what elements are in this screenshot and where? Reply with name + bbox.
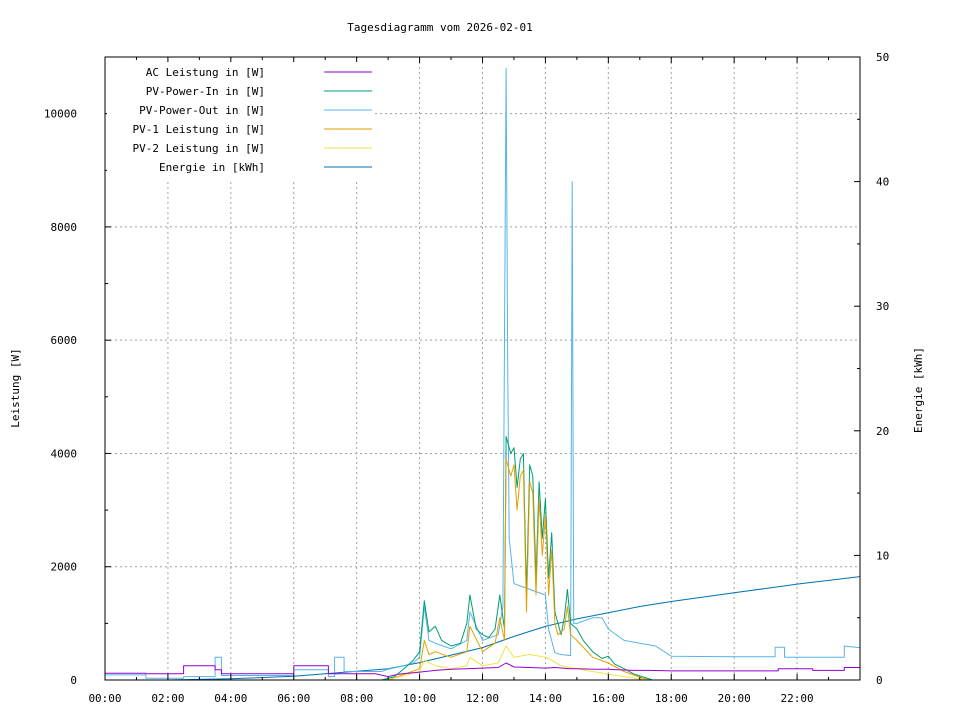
x-tick-label: 00:00 — [88, 692, 121, 705]
legend-label: PV-Power-Out in [W] — [139, 104, 265, 117]
y-axis-label: Leistung [W] — [9, 348, 22, 427]
legend: AC Leistung in [W] PV-Power-In in [W] PV-P… — [107, 62, 375, 180]
y-tick-label: 10000 — [44, 108, 77, 121]
y2-tick-label: 0 — [876, 674, 883, 687]
y2-tick-label: 20 — [876, 425, 889, 438]
legend-label: PV-Power-In in [W] — [146, 85, 265, 98]
legend-label: PV-1 Leistung in [W] — [133, 123, 265, 136]
y2-tick-label: 30 — [876, 300, 889, 313]
legend-label: AC Leistung in [W] — [146, 66, 265, 79]
x-tick-label: 14:00 — [529, 692, 562, 705]
y2-tick-label: 50 — [876, 51, 889, 64]
x-tick-label: 12:00 — [466, 692, 499, 705]
series-line-3 — [387, 458, 650, 681]
x-tick-label: 16:00 — [592, 692, 625, 705]
series-line-1 — [381, 436, 653, 681]
legend-background — [107, 62, 375, 180]
y-tick-label: 2000 — [51, 561, 78, 574]
y2-tick-label: 40 — [876, 176, 889, 189]
x-tick-label: 04:00 — [214, 692, 247, 705]
series-line-5 — [105, 576, 861, 681]
y2-axis-label: Energie [kWh] — [912, 347, 925, 433]
y-tick-label: 4000 — [51, 447, 78, 460]
x-tick-label: 02:00 — [151, 692, 184, 705]
x-tick-label: 10:00 — [403, 692, 436, 705]
y-tick-label: 6000 — [51, 334, 78, 347]
y-tick-label: 0 — [70, 674, 77, 687]
x-tick-label: 08:00 — [340, 692, 373, 705]
y2-tick-label: 10 — [876, 549, 889, 562]
x-tick-label: 18:00 — [655, 692, 688, 705]
x-tick-label: 20:00 — [718, 692, 751, 705]
y-tick-label: 8000 — [51, 221, 78, 234]
chart-title: Tagesdiagramm vom 2026-02-01 — [347, 21, 532, 34]
x-tick-label: 22:00 — [781, 692, 814, 705]
series-line-0 — [105, 662, 860, 678]
series-line-4 — [387, 645, 650, 681]
series-layer — [105, 67, 861, 681]
legend-label: Energie in [kWh] — [159, 161, 265, 174]
x-tick-label: 06:00 — [277, 692, 310, 705]
legend-label: PV-2 Leistung in [W] — [133, 142, 265, 155]
axis-ticks: 00:00 02:00 04:00 06:00 08:00 10:00 12:00 14:00… — [44, 51, 889, 705]
